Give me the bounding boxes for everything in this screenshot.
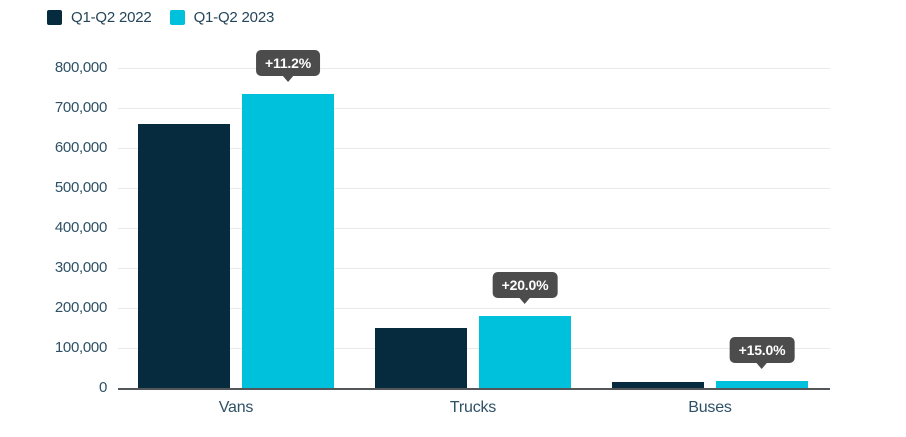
pct-change-tooltip-trucks: +20.0% (492, 272, 558, 304)
y-tick-label: 600,000 (54, 139, 107, 156)
tooltip-arrow-icon (519, 297, 531, 304)
bar-trucks-2022[interactable] (375, 328, 467, 388)
y-tick-label: 400,000 (54, 219, 107, 236)
gridline (118, 268, 830, 269)
bar-vans-2022[interactable] (138, 124, 230, 388)
legend-swatch-2022-icon (47, 10, 62, 25)
pct-change-label: +15.0% (729, 337, 795, 363)
pct-change-tooltip-vans: +11.2% (256, 50, 320, 82)
tooltip-arrow-icon (282, 75, 294, 82)
bar-buses-2022[interactable] (612, 382, 704, 388)
legend-label-2022: Q1-Q2 2022 (71, 9, 152, 26)
y-tick-label: 800,000 (54, 59, 107, 76)
tooltip-arrow-icon (756, 362, 768, 369)
y-tick-label: 100,000 (54, 339, 107, 356)
legend-item-2023[interactable]: Q1-Q2 2023 (169, 9, 275, 26)
legend-label-2023: Q1-Q2 2023 (193, 9, 275, 26)
legend-item-2022[interactable]: Q1-Q2 2022 (47, 9, 152, 26)
gridline (118, 188, 830, 189)
x-category-label-buses: Buses (688, 399, 732, 416)
bar-trucks-2023[interactable] (479, 316, 571, 388)
y-tick-label: 700,000 (54, 99, 107, 116)
gridline (118, 108, 830, 109)
y-tick-label: 200,000 (54, 299, 107, 316)
gridline (118, 228, 830, 229)
legend-swatch-2023-icon (169, 10, 185, 25)
y-tick-label: 300,000 (54, 259, 107, 276)
pct-change-tooltip-buses: +15.0% (729, 337, 795, 369)
y-tick-label: 500,000 (54, 179, 107, 196)
bar-buses-2023[interactable] (716, 381, 808, 388)
bar-vans-2023[interactable] (242, 94, 334, 388)
y-tick-label: 0 (98, 379, 107, 396)
pct-change-label: +11.2% (256, 50, 320, 76)
pct-change-label: +20.0% (492, 272, 558, 298)
legend: Q1-Q2 2022 Q1-Q2 2023 (47, 9, 274, 26)
gridline (118, 348, 830, 349)
gridline (118, 68, 830, 69)
x-category-label-trucks: Trucks (449, 399, 497, 416)
x-axis-line (118, 388, 830, 390)
gridline (118, 148, 830, 149)
x-category-label-vans: Vans (218, 399, 254, 416)
gridline (118, 308, 830, 309)
